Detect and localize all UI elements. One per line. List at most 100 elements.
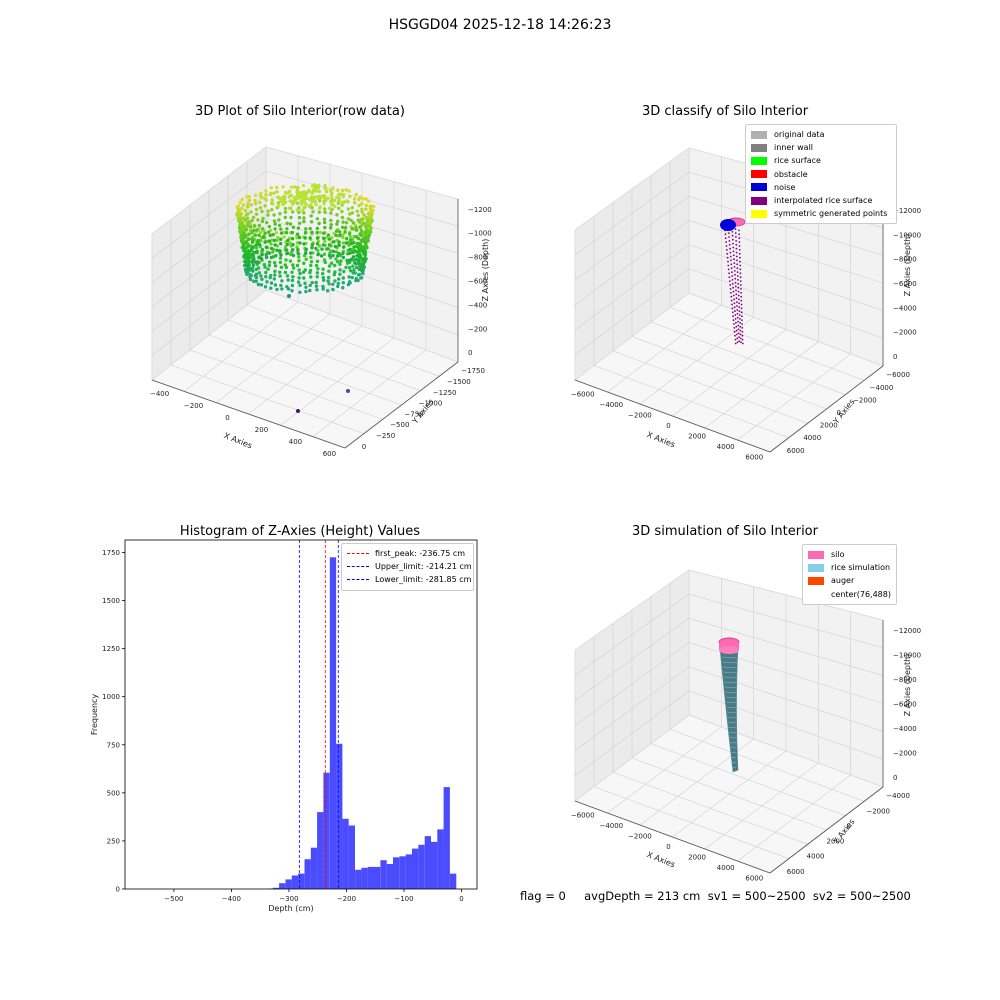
raw-point <box>326 279 330 283</box>
raw-point <box>321 287 325 291</box>
raw-point <box>298 221 302 225</box>
raw-point <box>285 227 289 231</box>
interpolated-point <box>735 289 737 292</box>
interpolated-point <box>727 268 730 271</box>
raw-point <box>347 232 352 236</box>
interpolated-point <box>737 290 740 293</box>
raw-point <box>275 185 279 190</box>
raw-point <box>360 207 364 211</box>
histogram-bar <box>317 812 324 889</box>
raw-point <box>355 228 359 232</box>
raw-point <box>310 206 314 210</box>
raw-point <box>252 257 256 261</box>
simulation-y-tick-label: −4000 <box>886 792 910 800</box>
raw-point <box>337 192 341 197</box>
raw-point <box>315 271 320 275</box>
raw-point <box>236 204 240 208</box>
interpolated-point <box>729 284 732 286</box>
classify-x-tick-label: −2000 <box>628 411 652 419</box>
raw-point <box>323 207 327 211</box>
raw-point <box>253 193 258 197</box>
raw-point <box>253 201 258 206</box>
raw-point <box>333 263 337 268</box>
interpolated-point <box>738 237 741 240</box>
raw-point <box>326 196 330 200</box>
raw-point <box>276 204 281 208</box>
raw-point <box>336 219 340 223</box>
raw-point <box>357 237 361 241</box>
interpolated-point <box>735 293 738 296</box>
interpolated-point <box>730 295 733 298</box>
raw-point <box>291 225 296 229</box>
raw-point <box>351 255 356 259</box>
raw-point <box>323 220 327 225</box>
simulation-shapes <box>718 637 740 773</box>
raw-point <box>273 243 277 247</box>
histogram-bar <box>336 743 343 889</box>
simulation-z-tick-label: −8000 <box>893 676 917 684</box>
raw-point <box>277 218 281 222</box>
legend-item: Lower_limit: -281.85 cm <box>347 573 471 586</box>
interpolated-point <box>741 323 743 325</box>
raw-point <box>286 278 290 282</box>
raw-point <box>331 287 335 292</box>
raw-point-cloud <box>235 183 376 413</box>
raw-point <box>253 274 258 278</box>
raw-point <box>352 268 356 272</box>
simulation-x-tick-label: −4000 <box>599 822 623 830</box>
raw-point <box>316 196 320 201</box>
y-tick-label: 0 <box>116 886 120 894</box>
raw-point <box>286 251 290 255</box>
legend-item: rice surface <box>751 154 891 167</box>
legend-item: noise <box>751 181 891 194</box>
raw-point <box>315 242 320 246</box>
raw-point <box>283 270 288 275</box>
raw-point <box>349 269 353 273</box>
raw-point <box>303 236 307 240</box>
raw-point <box>238 217 242 221</box>
legend-item: original data <box>751 128 891 141</box>
raw-point <box>289 185 294 189</box>
raw-point <box>348 251 352 255</box>
raw-point <box>307 204 311 209</box>
raw-point <box>300 208 305 213</box>
raw-point <box>250 218 254 223</box>
raw-point <box>298 283 302 287</box>
raw-point <box>247 259 251 264</box>
legend-label: noise <box>774 182 796 192</box>
legend-swatch <box>751 130 767 139</box>
raw-point <box>322 252 327 256</box>
raw-point <box>341 233 345 237</box>
raw-point <box>354 262 358 266</box>
raw-point <box>302 276 306 280</box>
raw-point <box>345 261 350 265</box>
interpolated-point <box>728 236 730 238</box>
raw-point <box>312 183 316 187</box>
raw-point <box>322 202 326 206</box>
interpolated-point <box>736 312 739 315</box>
raw-point <box>341 251 345 256</box>
raw-point <box>279 231 284 235</box>
raw-point <box>273 222 277 226</box>
raw-point <box>360 202 364 206</box>
raw-point <box>347 189 351 193</box>
raw-point <box>318 199 322 203</box>
legend-swatch <box>808 590 824 599</box>
legend-swatch <box>751 170 767 179</box>
raw-point <box>269 191 273 195</box>
raw-point <box>239 212 244 216</box>
interpolated-point <box>741 342 744 345</box>
raw-point <box>309 196 313 201</box>
raw-point <box>309 214 313 218</box>
raw-point <box>284 258 288 262</box>
legend-swatch <box>751 156 767 165</box>
raw-point <box>302 261 306 265</box>
raw-point <box>329 211 333 215</box>
status-footer: flag = 0 avgDepth = 213 cm sv1 = 500~250… <box>520 889 911 903</box>
interpolated-point <box>731 271 733 273</box>
raw-point <box>246 244 250 248</box>
raw-point <box>332 272 336 277</box>
interpolated-point <box>739 268 742 271</box>
raw-point <box>281 185 285 189</box>
interpolated-point <box>738 306 741 309</box>
